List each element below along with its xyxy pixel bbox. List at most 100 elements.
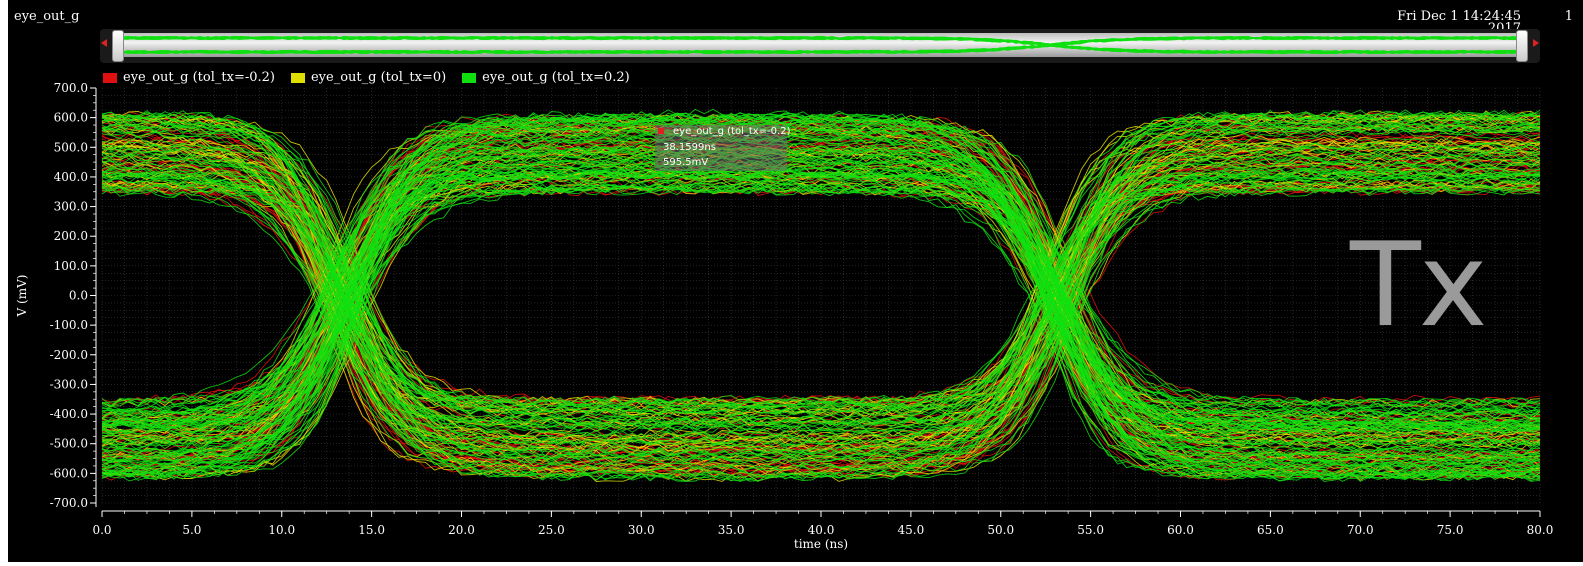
cursor-marker[interactable] <box>658 128 664 134</box>
overview-trace <box>111 35 1529 55</box>
eye-trace <box>101 140 1541 428</box>
y-tick-label: -700.0 <box>50 496 88 510</box>
overview-waveform <box>111 35 1529 55</box>
x-tick-label: 30.0 <box>628 523 655 537</box>
traces <box>101 108 1541 483</box>
legend-label: eye_out_g (tol_tx=0.2) <box>482 70 630 85</box>
x-tick-label: 20.0 <box>448 523 475 537</box>
overview-track[interactable] <box>111 33 1529 57</box>
x-tick-label: 10.0 <box>268 523 295 537</box>
eye-trace <box>101 173 1541 472</box>
page-number: 1 <box>1564 9 1573 24</box>
eye-trace <box>101 135 1541 432</box>
frame-edge <box>0 0 8 566</box>
y-tick-label: 700.0 <box>54 81 88 95</box>
eye-trace <box>101 165 1541 439</box>
eye-trace <box>101 116 1541 434</box>
eye-trace <box>101 174 1541 473</box>
left-range-handle[interactable] <box>112 30 124 62</box>
y-tick-label: 200.0 <box>54 229 88 243</box>
scroll-left-arrow-icon[interactable] <box>101 39 107 47</box>
eye-trace <box>101 169 1541 412</box>
legend-label: eye_out_g (tol_tx=0) <box>310 70 447 85</box>
y-tick-label: -400.0 <box>50 407 88 421</box>
legend-item[interactable]: eye_out_g (tol_tx=-0.2) <box>103 70 275 85</box>
legend-swatch <box>462 72 477 83</box>
x-tick-label: 80.0 <box>1527 523 1554 537</box>
y-tick-label: 500.0 <box>54 140 88 154</box>
legend: eye_out_g (tol_tx=-0.2) eye_out_g (tol_t… <box>103 70 630 85</box>
x-tick-label: 40.0 <box>808 523 835 537</box>
eye-trace <box>101 169 1541 446</box>
cursor-readout[interactable]: eye_out_g (tol_tx=-0.2) 38.1599ns 595.5m… <box>655 125 791 171</box>
eye-trace <box>101 165 1541 407</box>
eye-trace <box>101 179 1541 461</box>
eye-trace <box>101 160 1541 457</box>
legend-label: eye_out_g (tol_tx=-0.2) <box>123 70 275 85</box>
y-tick-label: 400.0 <box>54 170 88 184</box>
y-tick-label: -600.0 <box>50 466 88 480</box>
eye-trace <box>101 122 1541 483</box>
eye-trace <box>101 145 1541 437</box>
legend-swatch <box>103 72 117 83</box>
legend-item[interactable]: eye_out_g (tol_tx=0.2) <box>462 70 630 85</box>
x-tick-label: 45.0 <box>898 523 925 537</box>
x-tick-label: 75.0 <box>1437 523 1464 537</box>
overview-scrollbar[interactable] <box>100 29 1540 63</box>
legend-swatch <box>290 72 305 83</box>
eye-trace <box>101 155 1541 482</box>
right-range-handle[interactable] <box>1516 30 1528 62</box>
x-tick-label: 60.0 <box>1167 523 1194 537</box>
eye-trace <box>101 122 1541 452</box>
eye-trace <box>101 127 1541 468</box>
x-tick-label: 70.0 <box>1347 523 1374 537</box>
timestamp-year: 2017 <box>1487 21 1521 31</box>
eye-trace <box>101 120 1541 439</box>
eye-trace <box>101 162 1541 427</box>
eye-trace <box>101 183 1541 423</box>
y-tick-label: 100.0 <box>54 259 88 273</box>
x-tick-label: 25.0 <box>538 523 565 537</box>
x-tick-label: 15.0 <box>358 523 385 537</box>
eye-trace <box>101 157 1541 434</box>
y-tick-label: 600.0 <box>54 111 88 125</box>
eye-trace <box>101 118 1541 462</box>
eye-trace <box>101 187 1541 414</box>
y-tick-label: 300.0 <box>54 200 88 214</box>
eye-trace <box>101 178 1541 418</box>
x-axis-label: time (ns) <box>794 537 848 551</box>
y-tick-label: -200.0 <box>50 348 88 362</box>
eye-trace <box>101 143 1541 418</box>
eye-trace <box>101 146 1541 456</box>
window-title: eye_out_g <box>14 9 80 24</box>
overview-traces <box>111 35 1529 55</box>
legend-item[interactable]: eye_out_g (tol_tx=0) <box>290 70 447 85</box>
eye-trace <box>101 169 1541 456</box>
eye-trace <box>101 112 1541 467</box>
cursor-value: 595.5mV <box>663 157 709 168</box>
eye-trace <box>101 124 1541 408</box>
x-tick-label: 5.0 <box>182 523 201 537</box>
eye-trace <box>101 118 1541 430</box>
eye-trace <box>101 152 1541 419</box>
y-tick-label: -100.0 <box>50 318 88 332</box>
frame-edge <box>0 562 1583 566</box>
x-tick-label: 0.0 <box>92 523 111 537</box>
eye-trace <box>101 129 1541 449</box>
axes: 700.0 600.0 500.0 400.0 300.0 200.0 100.0 0.0 -1… <box>15 81 1553 551</box>
x-tick-label: 35.0 <box>718 523 745 537</box>
y-tick-label: -500.0 <box>50 437 88 451</box>
x-tick-label: 65.0 <box>1257 523 1284 537</box>
cursor-series-label: eye_out_g (tol_tx=-0.2) <box>673 126 791 137</box>
tx-watermark: Tx <box>1350 218 1488 353</box>
timestamp: Fri Dec 1 14:24:45 <box>1397 9 1521 24</box>
eye-trace <box>101 116 1541 407</box>
eye-trace <box>101 113 1541 414</box>
scroll-right-arrow-icon[interactable] <box>1533 39 1539 47</box>
eye-trace <box>101 112 1541 476</box>
eye-trace <box>101 145 1541 462</box>
cursor-time: 38.1599ns <box>663 142 716 153</box>
y-axis-label: V (mV) <box>15 275 29 318</box>
